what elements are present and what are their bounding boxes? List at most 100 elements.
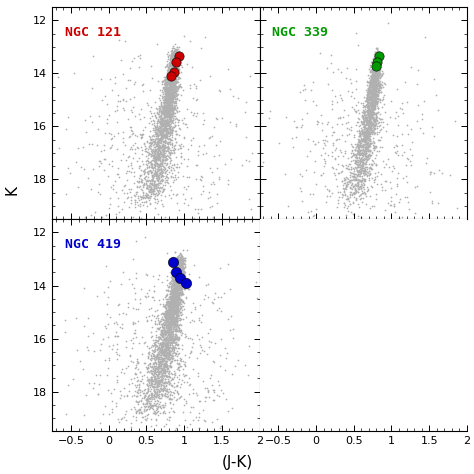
Point [166,326,174,333]
Point [167,404,175,411]
Point [170,291,177,298]
Point [150,382,158,390]
Point [162,108,170,115]
Point [361,141,369,148]
Point [352,151,360,159]
Point [374,104,382,112]
Point [376,70,384,77]
Point [340,185,347,193]
Point [158,391,166,399]
Point [362,130,370,137]
Point [364,129,372,137]
Point [148,369,156,377]
Point [165,103,173,111]
Point [175,269,183,277]
Point [370,160,378,167]
Point [374,61,382,69]
Point [172,56,179,64]
Point [207,338,215,346]
Point [372,91,379,99]
Point [173,301,181,309]
Point [150,191,158,198]
Point [158,386,166,393]
Point [234,356,242,364]
Point [371,55,379,62]
Point [323,120,330,128]
Point [154,172,162,179]
Point [174,274,182,282]
Point [375,79,383,86]
Point [165,87,173,94]
Point [407,145,414,153]
Point [173,273,181,281]
Point [363,132,370,139]
Point [172,426,179,434]
Point [177,280,184,288]
Point [159,339,166,347]
Point [147,161,155,168]
Point [164,97,172,105]
Point [370,87,377,94]
Point [187,348,195,356]
Point [374,76,382,83]
Point [165,283,173,290]
Point [161,317,168,324]
Point [166,80,174,88]
Point [154,146,162,153]
Point [170,284,177,292]
Point [169,294,176,302]
Point [371,90,379,97]
Point [168,96,175,103]
Point [150,186,157,193]
Point [189,403,197,410]
Point [157,377,165,384]
Point [165,149,173,157]
Point [376,82,383,89]
Point [357,167,365,175]
Point [171,336,178,344]
Point [152,356,159,364]
Point [370,97,377,105]
Point [175,279,183,287]
Point [175,52,182,60]
Point [173,320,181,328]
Point [357,118,365,126]
Point [356,195,364,202]
Point [160,106,168,113]
Point [173,138,180,146]
Point [373,63,380,70]
Point [370,89,378,97]
Point [171,98,179,106]
Point [153,380,161,388]
Point [177,305,184,313]
Point [424,154,431,162]
Point [138,333,146,341]
Point [362,192,370,200]
Point [118,186,126,193]
Point [146,381,154,389]
Point [177,283,184,290]
Point [171,284,179,292]
Point [173,271,181,278]
Point [372,64,379,71]
Point [366,164,374,171]
Point [157,130,165,137]
Point [164,135,172,143]
Point [167,84,175,91]
Point [136,405,143,412]
Point [159,122,167,129]
Point [373,70,380,77]
Point [367,98,374,106]
Point [164,352,172,359]
Point [363,134,371,141]
Point [186,319,193,326]
Point [166,295,173,302]
Point [161,327,168,334]
Point [159,384,166,392]
Point [137,177,145,185]
Point [165,336,173,344]
Point [179,370,187,378]
Point [173,115,181,122]
Point [164,310,172,317]
Point [159,202,166,210]
